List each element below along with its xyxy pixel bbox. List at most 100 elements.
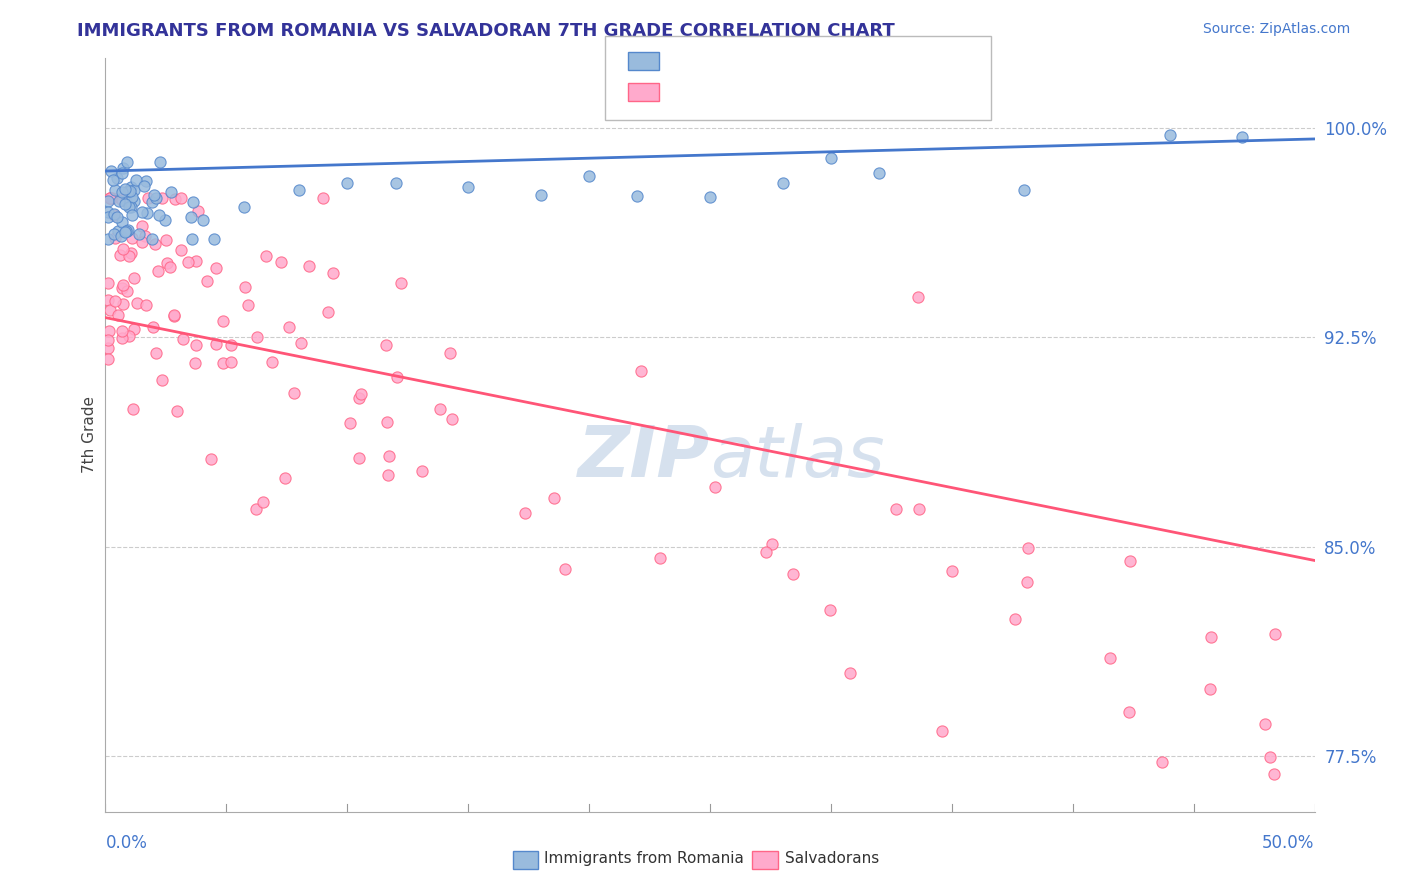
Point bbox=[384, 176, 406, 190]
Point bbox=[648, 550, 671, 565]
Point bbox=[578, 169, 600, 184]
Point bbox=[283, 386, 305, 401]
Point bbox=[513, 506, 536, 520]
Point bbox=[153, 213, 176, 227]
Y-axis label: 7th Grade: 7th Grade bbox=[82, 396, 97, 474]
Point bbox=[111, 331, 134, 345]
Text: N =: N = bbox=[794, 82, 834, 100]
Point bbox=[202, 232, 225, 246]
Point bbox=[118, 184, 141, 198]
Point bbox=[124, 270, 146, 285]
Point bbox=[205, 260, 228, 275]
Point bbox=[155, 233, 177, 247]
Point bbox=[97, 194, 120, 208]
Point bbox=[143, 236, 166, 251]
Point bbox=[429, 401, 451, 416]
Point bbox=[97, 293, 120, 307]
Point bbox=[170, 243, 193, 257]
Point bbox=[121, 189, 143, 203]
Point bbox=[122, 194, 145, 209]
Point bbox=[125, 295, 148, 310]
Point bbox=[122, 322, 145, 336]
Point bbox=[107, 223, 129, 237]
Point bbox=[375, 416, 398, 430]
Point bbox=[134, 228, 156, 243]
Point bbox=[312, 190, 335, 204]
Point bbox=[200, 451, 222, 466]
Point bbox=[554, 562, 576, 576]
Point bbox=[97, 232, 120, 246]
Point bbox=[1099, 651, 1122, 665]
Point bbox=[219, 354, 242, 368]
Point bbox=[131, 219, 153, 234]
Point bbox=[105, 171, 128, 186]
Point bbox=[120, 179, 142, 194]
Point bbox=[111, 281, 134, 295]
Point bbox=[274, 471, 297, 485]
Point bbox=[181, 232, 204, 246]
Text: 50.0%: 50.0% bbox=[1263, 834, 1315, 852]
Point bbox=[411, 464, 433, 478]
Point bbox=[111, 161, 134, 175]
Point bbox=[98, 324, 121, 338]
Point bbox=[143, 188, 166, 202]
Point bbox=[336, 176, 359, 190]
Point bbox=[141, 194, 163, 209]
Point bbox=[212, 356, 235, 370]
Point bbox=[389, 276, 412, 290]
Point bbox=[97, 341, 120, 355]
Point bbox=[166, 404, 188, 418]
Point bbox=[120, 246, 142, 260]
Point bbox=[290, 335, 312, 350]
Point bbox=[156, 256, 179, 270]
Point bbox=[114, 182, 136, 196]
Text: R =: R = bbox=[671, 82, 710, 100]
Point bbox=[703, 480, 725, 494]
Point bbox=[1264, 627, 1286, 641]
Text: ZIP: ZIP bbox=[578, 423, 710, 492]
Point bbox=[135, 298, 157, 312]
Point bbox=[121, 208, 143, 222]
Point bbox=[131, 205, 153, 219]
Point bbox=[377, 467, 399, 482]
Point bbox=[1159, 128, 1181, 142]
Point bbox=[1014, 183, 1036, 197]
Point bbox=[131, 235, 153, 249]
Text: IMMIGRANTS FROM ROMANIA VS SALVADORAN 7TH GRADE CORRELATION CHART: IMMIGRANTS FROM ROMANIA VS SALVADORAN 7T… bbox=[77, 22, 896, 40]
Point bbox=[347, 392, 370, 406]
Point bbox=[150, 373, 173, 387]
Point bbox=[195, 274, 218, 288]
Point bbox=[165, 192, 187, 206]
Point bbox=[1263, 767, 1285, 781]
Point bbox=[820, 603, 842, 617]
Text: Source: ZipAtlas.com: Source: ZipAtlas.com bbox=[1202, 22, 1350, 37]
Point bbox=[180, 210, 202, 224]
Point bbox=[104, 293, 127, 308]
Point bbox=[97, 351, 120, 366]
Text: atlas: atlas bbox=[710, 423, 884, 492]
Point bbox=[219, 338, 242, 352]
Point bbox=[868, 165, 890, 179]
Text: R =: R = bbox=[671, 51, 710, 69]
Point bbox=[145, 346, 167, 360]
Point bbox=[128, 227, 150, 241]
Point bbox=[772, 177, 794, 191]
Point bbox=[907, 290, 929, 304]
Point bbox=[1017, 541, 1039, 555]
Point bbox=[104, 183, 127, 197]
Point bbox=[1254, 717, 1277, 731]
Point bbox=[118, 200, 141, 214]
Point bbox=[387, 370, 409, 384]
Point bbox=[378, 449, 401, 463]
Point bbox=[114, 225, 136, 239]
Point bbox=[118, 249, 141, 263]
Point bbox=[457, 179, 479, 194]
Point bbox=[316, 305, 339, 319]
Point bbox=[1017, 574, 1039, 589]
Point bbox=[98, 190, 121, 204]
Point bbox=[135, 174, 157, 188]
Text: 126: 126 bbox=[841, 82, 875, 100]
Point bbox=[204, 337, 226, 351]
Point bbox=[114, 224, 136, 238]
Point bbox=[103, 207, 125, 221]
